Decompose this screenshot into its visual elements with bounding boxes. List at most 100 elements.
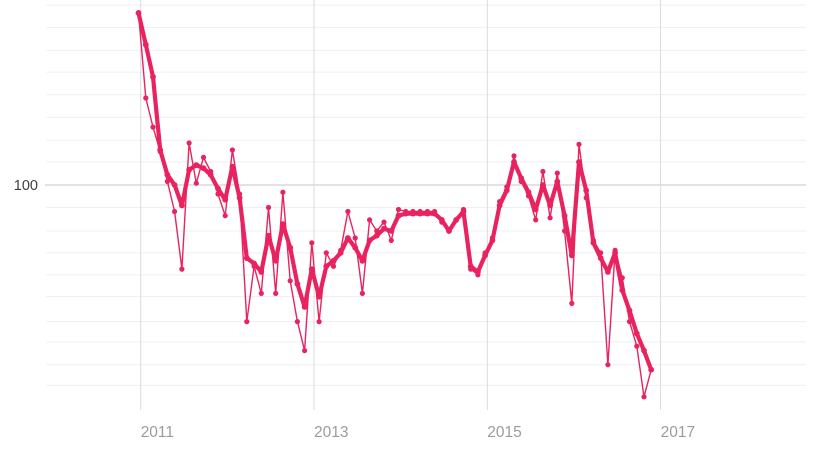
series-thin-dot bbox=[200, 154, 207, 160]
series-thin-dot bbox=[164, 178, 170, 185]
series-thin-dot bbox=[135, 10, 142, 16]
x-axis-label-2011: 2011 bbox=[141, 424, 174, 441]
series-thin-dot bbox=[381, 219, 387, 225]
series-thin-dot bbox=[504, 184, 510, 190]
series-thin-dot bbox=[215, 191, 221, 197]
series-thin-dot bbox=[612, 247, 618, 253]
series-thick-dot bbox=[583, 187, 590, 194]
series-thick-dot bbox=[265, 232, 272, 239]
series-thin-dot bbox=[280, 189, 286, 195]
series-thin-dot bbox=[251, 263, 257, 269]
series-thick-dot bbox=[193, 162, 200, 169]
series-thin-dot bbox=[554, 170, 560, 176]
series-thin-dot bbox=[583, 195, 589, 201]
series-thin-dot bbox=[511, 153, 517, 159]
series-thin-dot bbox=[497, 199, 503, 205]
series-thick-dot bbox=[150, 73, 156, 80]
series-thin-dot bbox=[294, 319, 300, 325]
series-thin-dot bbox=[533, 217, 539, 223]
series-thin-dot bbox=[453, 217, 459, 223]
series-thick-dot bbox=[200, 165, 207, 172]
x-axis-labels: 2011 2013 2015 2017 bbox=[141, 424, 695, 441]
series-thin-dot bbox=[143, 95, 149, 101]
series-thin-dot bbox=[193, 180, 199, 186]
series-thin-dot bbox=[244, 319, 250, 325]
series-thin-dot bbox=[258, 290, 264, 296]
series-thick-dot bbox=[345, 235, 351, 241]
series-thick-dot bbox=[633, 330, 640, 337]
series-thin bbox=[135, 10, 654, 400]
series-thin-dot bbox=[367, 217, 373, 223]
series-thick-dot bbox=[179, 202, 185, 209]
series-thin-dot bbox=[287, 278, 293, 284]
series-thick-dot bbox=[641, 347, 647, 354]
series-thin-dot bbox=[525, 193, 532, 199]
series-thin-dot bbox=[460, 206, 467, 213]
y-axis-label-100: 100 bbox=[14, 178, 38, 194]
series-thin-dot bbox=[475, 272, 481, 278]
series-thin-dot bbox=[150, 124, 156, 130]
series-thin-dot bbox=[468, 266, 474, 272]
series-thin-dot bbox=[208, 168, 214, 175]
series-thin-dot bbox=[157, 148, 163, 155]
x-axis-label-2017: 2017 bbox=[661, 424, 695, 441]
series-thin-dot bbox=[489, 235, 495, 241]
series-thin-dot bbox=[605, 362, 611, 368]
series-thin-dot bbox=[598, 250, 604, 256]
series-thick-dot bbox=[243, 255, 250, 261]
series-thin-dot bbox=[374, 228, 380, 234]
series-thin-dot bbox=[424, 208, 430, 215]
series-thick-dot bbox=[294, 281, 301, 287]
series-thin-dot bbox=[410, 208, 416, 215]
series-thin-dot bbox=[388, 237, 394, 243]
series-thin-dot bbox=[641, 394, 647, 400]
series-thick-dot bbox=[373, 232, 380, 239]
series-thin-dot bbox=[547, 215, 553, 221]
series-thin-dot bbox=[417, 208, 423, 215]
series-thick-dot bbox=[359, 257, 366, 264]
x-axis-label-2013: 2013 bbox=[314, 424, 348, 441]
series-thick-dot bbox=[272, 257, 279, 264]
series-thin-dot bbox=[338, 247, 344, 253]
series-thin-dot bbox=[576, 141, 582, 147]
series-thin-dot bbox=[172, 208, 178, 215]
series-thin-dot bbox=[648, 367, 654, 373]
series-thin-dot bbox=[540, 168, 546, 175]
series-thin-dot bbox=[518, 178, 524, 185]
series-thick-dot bbox=[287, 244, 294, 251]
series-thin-dot bbox=[439, 219, 445, 225]
series-thin-dot bbox=[482, 250, 488, 256]
series-thin-dot bbox=[626, 319, 633, 325]
series-thin-dot bbox=[186, 140, 192, 146]
series-thin-dot bbox=[634, 343, 640, 349]
series-thick-dot bbox=[316, 293, 322, 300]
series-thin-dot bbox=[359, 290, 365, 296]
series-thin-dot bbox=[330, 263, 337, 269]
series-thin-dot bbox=[432, 208, 438, 215]
horizontal-gridlines bbox=[45, 4, 806, 386]
series-thin-dot bbox=[309, 240, 315, 246]
series-thin-dot bbox=[222, 213, 228, 219]
series-thick-dot bbox=[280, 221, 286, 228]
series-thin-dot bbox=[323, 250, 329, 256]
series-thin-dot bbox=[229, 147, 235, 153]
series-thin-path bbox=[137, 12, 652, 398]
vertical-gridlines bbox=[140, 0, 662, 410]
series-thick-dot bbox=[301, 304, 308, 310]
series-thin-dot bbox=[562, 228, 568, 234]
series-thin-dot bbox=[345, 208, 351, 215]
series-thin-dot bbox=[179, 266, 185, 272]
series-thin-dot bbox=[352, 235, 358, 241]
series-thin-dots bbox=[135, 10, 654, 400]
series-thin-dot bbox=[265, 204, 272, 211]
series-thin-dot bbox=[273, 290, 279, 296]
series-thick-dot bbox=[171, 182, 178, 188]
series-thin-dot bbox=[590, 237, 597, 243]
series-thin-dot bbox=[569, 300, 575, 306]
series-thin-dot bbox=[302, 348, 308, 354]
series-thin-dot bbox=[395, 206, 402, 213]
series-thin-dot bbox=[619, 275, 625, 281]
